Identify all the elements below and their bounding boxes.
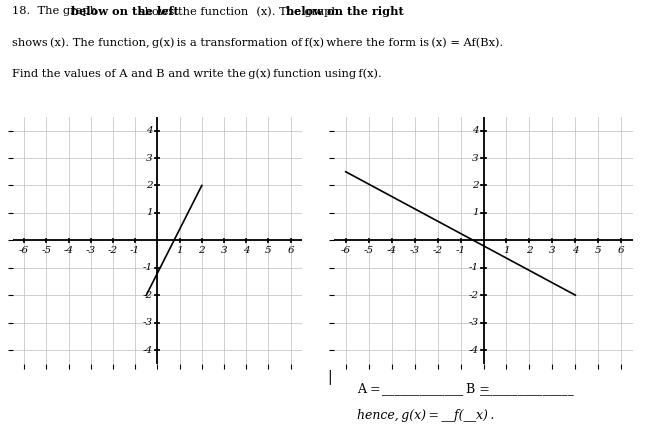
Text: -4: -4	[387, 246, 397, 255]
Text: |: |	[328, 370, 332, 385]
Text: _____________: _____________	[382, 383, 463, 396]
Text: -5: -5	[42, 246, 51, 255]
Text: -4: -4	[469, 346, 479, 355]
Text: -4: -4	[143, 346, 153, 355]
Text: -3: -3	[469, 318, 479, 327]
Text: -4: -4	[64, 246, 73, 255]
Text: 2: 2	[199, 246, 205, 255]
Text: 18.  The graph: 18. The graph	[12, 6, 101, 16]
Text: -1: -1	[456, 246, 465, 255]
Text: 3: 3	[472, 154, 479, 162]
Text: B =: B =	[458, 383, 493, 396]
Text: shows (x). The function, g(x) is a transformation of f(x) where the form is (x) : shows (x). The function, g(x) is a trans…	[12, 38, 503, 48]
Text: 4: 4	[472, 126, 479, 135]
Text: 1: 1	[177, 246, 183, 255]
Text: -6: -6	[341, 246, 350, 255]
Text: -3: -3	[410, 246, 420, 255]
Text: A =: A =	[357, 383, 385, 396]
Text: -2: -2	[143, 291, 153, 300]
Text: shows the function   (x). The graph: shows the function (x). The graph	[135, 6, 343, 17]
Text: -1: -1	[143, 263, 153, 272]
Text: 6: 6	[288, 246, 294, 255]
Text: 1: 1	[472, 208, 479, 217]
Text: _______________: _______________	[480, 383, 574, 396]
Text: 1: 1	[503, 246, 509, 255]
Text: below on the right: below on the right	[286, 6, 403, 17]
Text: below on the left: below on the left	[71, 6, 179, 17]
Text: -2: -2	[108, 246, 118, 255]
Text: 2: 2	[526, 246, 533, 255]
Text: 5: 5	[265, 246, 272, 255]
Text: -3: -3	[86, 246, 96, 255]
Text: -5: -5	[363, 246, 374, 255]
Text: 2: 2	[146, 181, 153, 190]
Text: -6: -6	[19, 246, 29, 255]
Text: 3: 3	[549, 246, 556, 255]
Text: 3: 3	[146, 154, 153, 162]
Text: 4: 4	[146, 126, 153, 135]
Text: 6: 6	[618, 246, 624, 255]
Text: hence, g(x) = __f(__x) .: hence, g(x) = __f(__x) .	[357, 409, 495, 422]
Text: -2: -2	[432, 246, 443, 255]
Text: -2: -2	[469, 291, 479, 300]
Text: Find the values of A and B and write the g(x) function using f(x).: Find the values of A and B and write the…	[12, 69, 382, 79]
Text: 3: 3	[221, 246, 227, 255]
Text: 4: 4	[572, 246, 579, 255]
Text: 4: 4	[243, 246, 250, 255]
Text: 2: 2	[472, 181, 479, 190]
Text: -3: -3	[143, 318, 153, 327]
Text: -1: -1	[130, 246, 140, 255]
Text: -1: -1	[469, 263, 479, 272]
Text: 1: 1	[146, 208, 153, 217]
Text: 5: 5	[595, 246, 602, 255]
